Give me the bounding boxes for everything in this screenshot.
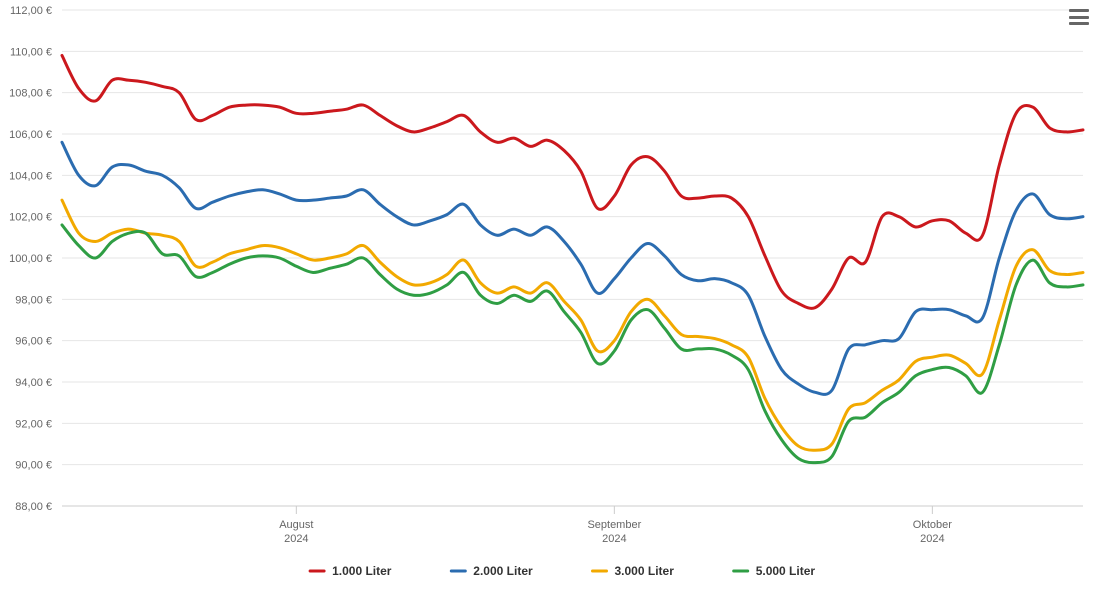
legend-item[interactable]: 1.000 Liter <box>310 564 392 578</box>
x-tick-label: August <box>279 519 313 531</box>
x-tick-sublabel: 2024 <box>284 533 308 545</box>
x-tick-sublabel: 2024 <box>602 533 626 545</box>
y-tick-label: 104,00 € <box>9 170 52 182</box>
series-line-2 <box>62 200 1083 450</box>
x-tick-sublabel: 2024 <box>920 533 944 545</box>
line-chart: 88,00 € 90,00 € 92,00 € 94,00 € 96,00 € 98,00… <box>0 0 1105 602</box>
y-tick-label: 110,00 € <box>10 46 52 58</box>
x-tick-label: Oktober <box>913 519 952 531</box>
legend-label: 1.000 Liter <box>332 564 392 578</box>
y-tick-label: 94,00 € <box>15 377 52 389</box>
x-tick-label: September <box>587 519 641 531</box>
chart-menu-icon[interactable] <box>1067 6 1091 28</box>
y-tick-label: 92,00 € <box>15 418 52 430</box>
y-tick-label: 102,00 € <box>9 212 52 224</box>
chart-container: 88,00 € 90,00 € 92,00 € 94,00 € 96,00 € 98,00… <box>0 0 1105 602</box>
y-tick-label: 96,00 € <box>15 336 52 348</box>
y-tick-label: 98,00 € <box>15 294 52 306</box>
legend-label: 2.000 Liter <box>473 564 533 578</box>
y-tick-label: 108,00 € <box>9 88 52 100</box>
legend-label: 5.000 Liter <box>756 564 816 578</box>
y-tick-label: 112,00 € <box>10 5 52 17</box>
legend-label: 3.000 Liter <box>615 564 675 578</box>
y-tick-label: 100,00 € <box>9 253 52 265</box>
legend-item[interactable]: 3.000 Liter <box>593 564 675 578</box>
legend-item[interactable]: 2.000 Liter <box>451 564 533 578</box>
y-tick-label: 106,00 € <box>9 129 52 141</box>
legend-item[interactable]: 5.000 Liter <box>734 564 816 578</box>
y-tick-label: 88,00 € <box>15 501 52 513</box>
y-tick-label: 90,00 € <box>15 460 52 472</box>
